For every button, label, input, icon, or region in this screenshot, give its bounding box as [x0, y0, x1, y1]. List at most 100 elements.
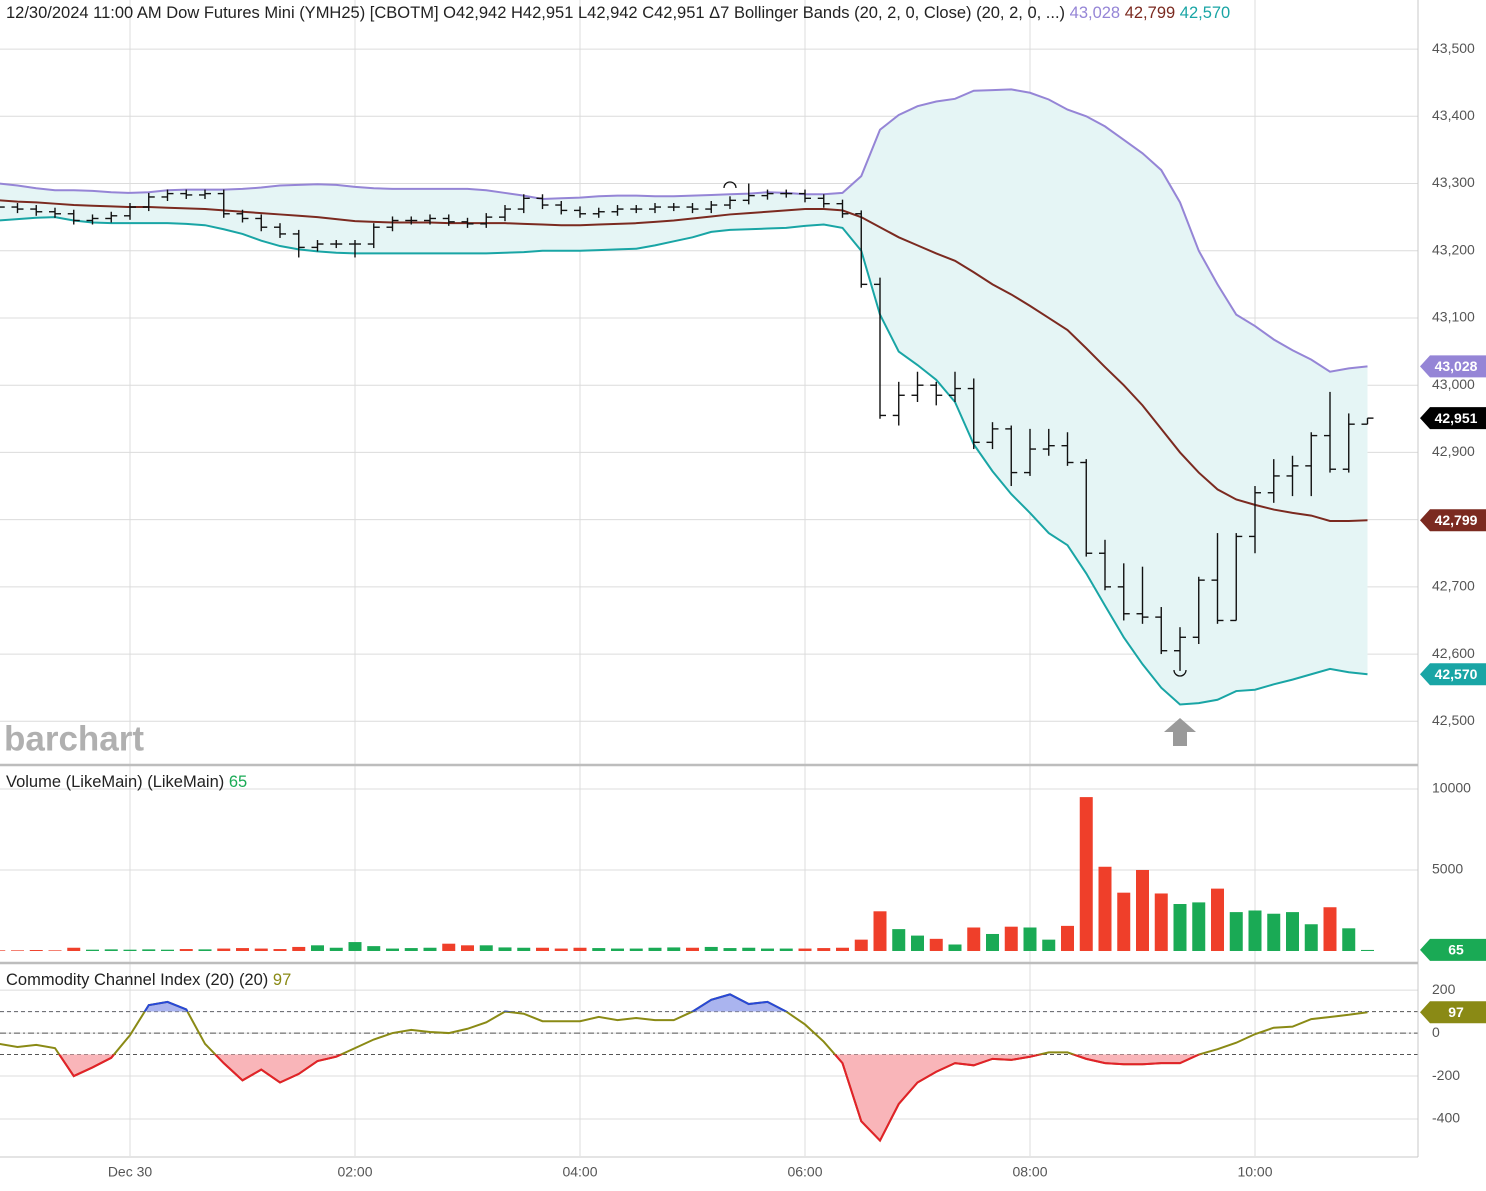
middle-band-value: 42,799	[1125, 4, 1175, 22]
y-tick-label: 43,400	[1432, 107, 1475, 123]
volume-bar	[1323, 907, 1337, 951]
volume-bar	[311, 945, 324, 951]
volume-bar	[1061, 925, 1074, 951]
volume-bar	[1042, 939, 1056, 951]
y-tick-label: 0	[1432, 1024, 1440, 1040]
x-tick-label: 04:00	[562, 1164, 597, 1180]
band-badge	[1420, 355, 1486, 378]
x-tick-label: Dec 30	[108, 1164, 153, 1180]
volume-bar	[911, 935, 924, 951]
last-price-badge	[1420, 407, 1486, 430]
volume-bar	[236, 948, 249, 951]
volume-bar	[1361, 949, 1374, 951]
y-tick-label: 42,500	[1432, 712, 1475, 728]
cci-line-low	[58, 1054, 1203, 1143]
band-badge	[1420, 663, 1486, 686]
band-badge-label: 42,570	[1435, 666, 1478, 682]
volume-bar	[386, 948, 399, 951]
volume-title: Volume (LikeMain) (LikeMain)	[6, 773, 224, 791]
band-badge-label: 42,799	[1435, 512, 1478, 528]
volume-badge-label: 65	[1448, 942, 1464, 958]
volume-bar	[517, 947, 531, 951]
volume-bar	[967, 927, 981, 951]
volume-bar	[461, 945, 474, 951]
volume-bar	[273, 949, 287, 951]
volume-bar	[442, 943, 456, 951]
volume-bar	[761, 948, 774, 951]
volume-bar	[629, 948, 643, 951]
y-tick-label: 42,700	[1432, 578, 1475, 594]
volume-bar	[686, 947, 699, 951]
band-badge	[1420, 509, 1486, 532]
x-tick-label: 10:00	[1237, 1164, 1272, 1180]
volume-bar	[123, 949, 137, 951]
cci-last: 97	[273, 971, 291, 989]
volume-bar	[367, 946, 381, 951]
volume-bar	[142, 949, 156, 951]
volume-bar	[217, 948, 231, 951]
volume-bar	[892, 929, 906, 951]
volume-bar	[1079, 797, 1093, 951]
volume-bar	[1117, 892, 1131, 951]
volume-bar	[1173, 904, 1187, 951]
volume-bar	[404, 948, 418, 951]
swing-high-marker	[723, 181, 737, 189]
volume-bar	[723, 948, 737, 951]
volume-bar	[1286, 912, 1299, 951]
x-tick-label: 06:00	[787, 1164, 822, 1180]
volume-bar	[254, 948, 268, 951]
volume-bar	[29, 950, 43, 951]
cci-badge-label: 97	[1448, 1004, 1464, 1020]
volume-bar	[11, 950, 24, 951]
volume-bar	[161, 949, 174, 951]
volume-bar	[179, 949, 193, 951]
band-badge-label: 43,028	[1435, 358, 1478, 374]
volume-bar	[779, 948, 793, 951]
volume-bar	[104, 949, 118, 951]
volume-bar	[817, 948, 831, 951]
volume-bar	[704, 946, 718, 951]
swing-low-marker	[1173, 669, 1187, 677]
y-tick-label: -400	[1432, 1110, 1460, 1126]
volume-bar	[554, 948, 568, 951]
price-title: 12/30/2024 11:00 AM Dow Futures Mini (YM…	[6, 4, 729, 22]
indicator-title: Bollinger Bands (20, 2, 0, Close) (20, 2…	[734, 4, 1065, 22]
volume-bar	[0, 950, 6, 951]
watermark: barchart	[4, 719, 144, 758]
band-line	[0, 88, 1368, 373]
cci-title: Commodity Channel Index (20) (20)	[6, 971, 268, 989]
y-tick-label: 42,900	[1432, 443, 1475, 459]
volume-bar	[479, 945, 493, 951]
volume-bar	[1229, 912, 1243, 951]
volume-bar	[498, 947, 512, 951]
volume-bar	[948, 944, 962, 951]
volume-bar	[1098, 866, 1112, 951]
volume-bar	[1304, 924, 1318, 951]
y-tick-label: 5000	[1432, 861, 1463, 877]
volume-bar	[86, 949, 99, 951]
y-tick-label: 10000	[1432, 780, 1471, 796]
signal-arrow	[1164, 718, 1196, 746]
volume-bar	[742, 947, 756, 951]
volume-bar	[986, 933, 999, 951]
y-tick-label: 43,000	[1432, 376, 1475, 392]
volume-bar	[836, 947, 849, 951]
volume-bar	[1154, 893, 1168, 951]
volume-bar	[1192, 902, 1206, 951]
price-header: 12/30/2024 11:00 AM Dow Futures Mini (YM…	[6, 4, 1230, 22]
cci-header: Commodity Channel Index (20) (20) 97	[6, 971, 291, 989]
volume-bar	[329, 947, 343, 951]
volume-bar	[873, 911, 887, 951]
volume-badge	[1420, 938, 1486, 961]
x-tick-label: 02:00	[337, 1164, 372, 1180]
volume-bar	[1136, 869, 1149, 951]
volume-header: Volume (LikeMain) (LikeMain) 65	[6, 773, 247, 791]
volume-bar	[1211, 888, 1224, 951]
cci-badge	[1420, 1001, 1486, 1024]
lower-band-value: 42,570	[1180, 4, 1230, 22]
volume-bar	[198, 949, 212, 951]
volume-bar	[1004, 926, 1018, 951]
